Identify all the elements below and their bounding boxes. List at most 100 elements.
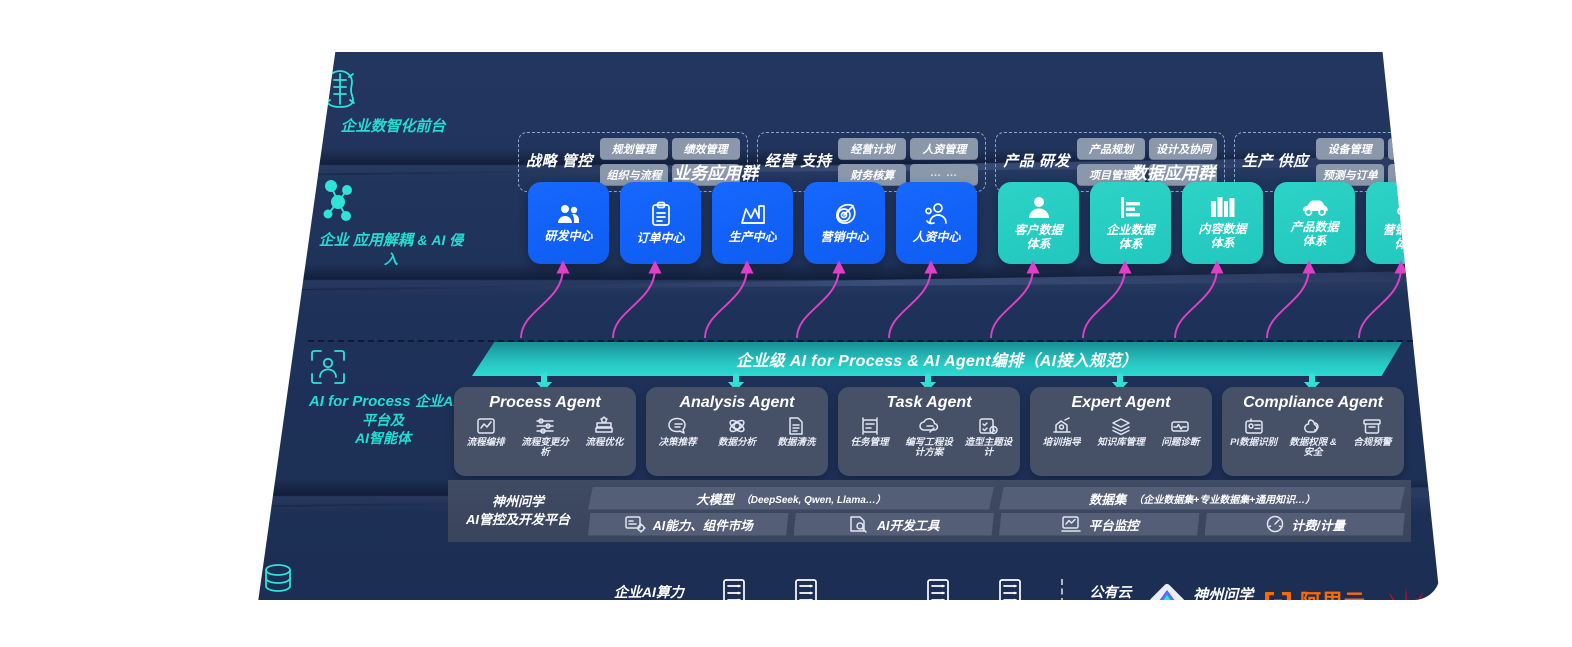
domain-cell[interactable]: 设计及协同 <box>1149 138 1218 160</box>
banner-text: 企业级 AI for Process & AI Agent编排（AI接入规范） <box>736 353 1138 370</box>
agent-feature[interactable]: 数据清洗 <box>769 416 824 448</box>
agent-name: Process Agent <box>489 394 601 411</box>
card-marketing-center[interactable]: 营销中心 <box>804 182 885 264</box>
training-icon <box>1051 416 1073 436</box>
agent-feature[interactable]: 决策推荐 <box>650 416 705 448</box>
speech-bubble-icon <box>667 416 689 436</box>
car-icon <box>1301 198 1329 216</box>
card-research-center[interactable]: 研发中心 <box>528 182 609 264</box>
agent-feature[interactable]: 造型主题设计 <box>961 416 1016 459</box>
card-enterprise-data[interactable]: 企业数据 体系 <box>1090 182 1171 264</box>
card-content-data[interactable]: 内容数据 体系 <box>1182 182 1263 264</box>
card-production-center[interactable]: 生产中心 <box>712 182 793 264</box>
shield-cloud-icon <box>1302 416 1324 436</box>
ai-orchestration-banner[interactable]: 企业级 AI for Process & AI Agent编排（AI接入规范） <box>472 342 1402 376</box>
agent-feature[interactable]: 编写工程设计方案 <box>901 416 956 459</box>
id-card-icon <box>1243 416 1265 436</box>
infra-public-cloud[interactable]: 公有云 算力 <box>1077 584 1145 600</box>
platform-top-row: 大模型 （DeepSeek, Qwen, Llama…） 数据集 （企业数据集+… <box>588 486 1405 510</box>
feature-label: 流程优化 <box>585 437 624 448</box>
domain-cell[interactable]: 经营计划 <box>838 138 907 160</box>
domain-cell[interactable]: 采购执行 <box>1387 138 1440 160</box>
agent-feature[interactable]: 流程变更分析 <box>517 416 572 459</box>
platform-dev-tool[interactable]: AI开发工具 <box>793 512 994 536</box>
vendor-huawei[interactable]: HUAWEI <box>1370 584 1440 600</box>
domain-cell[interactable]: 组织与流程 <box>599 164 668 186</box>
infra-enterprise-compute[interactable]: 企业AI算力 或AI一体机 <box>600 584 698 600</box>
factory-icon <box>740 202 766 226</box>
agent-feature[interactable]: 合规预警 <box>1345 416 1400 459</box>
smart-vision-logo <box>1148 582 1186 600</box>
feature-label: 任务管理 <box>850 437 889 448</box>
agent-card-task[interactable]: Task Agent 任务管理 编写工程设计方案 造型主题设计 <box>838 387 1020 476</box>
checklist-clock-icon <box>977 416 999 436</box>
domain-cell[interactable]: 预测与订单 <box>1315 164 1384 186</box>
infra-ai-appliance-1[interactable]: AI一体机 <box>902 578 974 600</box>
agent-card-process[interactable]: Process Agent 流程编排 流程变更分析 流程优化 <box>454 387 636 476</box>
vendor-label: 神州问学 <box>1193 586 1254 600</box>
card-label: 营销数据 体系 <box>1382 222 1431 251</box>
server-icon <box>996 578 1024 600</box>
feature-label: PI数据识别 <box>1230 437 1278 448</box>
platform-dataset-bar[interactable]: 数据集 （企业数据集+专业数据集+通用知识…） <box>999 486 1405 510</box>
platform-monitor[interactable]: 平台监控 <box>999 512 1200 536</box>
domain-cell-more[interactable]: … … <box>1149 164 1218 186</box>
rail-subtitle: & AI 侵入 <box>384 232 464 267</box>
domain-cell-more[interactable]: … … <box>671 164 740 186</box>
feature-label: 知识库管理 <box>1097 437 1145 448</box>
agent-card-analysis[interactable]: Analysis Agent 决策推荐 数据分析 数据清洗 <box>646 387 828 476</box>
domain-cell[interactable]: 规划管理 <box>599 138 668 160</box>
monitor-icon <box>1060 515 1082 533</box>
card-product-data[interactable]: 产品数据 体系 <box>1274 182 1355 264</box>
domain-group-operations[interactable]: 经营 支持 经营计划 人资管理 财务核算 … … <box>756 132 987 192</box>
platform-billing[interactable]: 计费/计量 <box>1204 512 1405 536</box>
infra-ai-appliance-2[interactable]: AI一体机 <box>974 578 1046 600</box>
agent-card-expert[interactable]: Expert Agent 培训指导 知识库管理 问题诊断 <box>1030 387 1212 476</box>
card-customer-data[interactable]: 客户数据 体系 <box>998 182 1079 264</box>
infra-data-center-1[interactable]: 数据中心 <box>698 578 770 600</box>
server-icon <box>720 578 748 600</box>
feature-label: 数据权限 & 安全 <box>1289 437 1337 459</box>
clipboard-icon <box>650 201 672 227</box>
domain-cell[interactable]: 产品规划 <box>1077 138 1146 160</box>
agent-feature[interactable]: 任务管理 <box>842 416 897 459</box>
platform-component-market[interactable]: AI能力、组件市场 <box>588 512 789 536</box>
infra-label: 企业AI算力 或AI一体机 <box>613 584 684 600</box>
card-hr-center[interactable]: 人资中心 <box>896 182 977 264</box>
person-scan-icon <box>308 347 458 387</box>
agent-feature[interactable]: 培训指导 <box>1034 416 1089 448</box>
agent-feature[interactable]: 数据权限 & 安全 <box>1285 416 1340 459</box>
agent-feature[interactable]: 数据分析 <box>709 416 764 448</box>
person-network-icon <box>924 202 950 226</box>
infra-divider <box>1047 579 1077 600</box>
domain-name: 生产 供应 <box>1242 152 1309 170</box>
domain-cell-more[interactable]: … … <box>910 164 979 186</box>
domain-cell[interactable]: 项目管理 <box>1077 164 1146 186</box>
dataset-title: 数据集 <box>1088 492 1127 507</box>
vertical-dashed-divider-icon <box>1060 579 1063 600</box>
domain-cell[interactable]: 设备管理 <box>1315 138 1384 160</box>
infra-data-center-2[interactable]: 数据中心 <box>770 578 842 600</box>
domain-cell[interactable]: 人资管理 <box>910 138 979 160</box>
agent-feature[interactable]: 问题诊断 <box>1153 416 1208 448</box>
platform-llm-bar[interactable]: 大模型 （DeepSeek, Qwen, Llama…） <box>588 486 994 510</box>
domain-group-strategy[interactable]: 战略 管控 规划管理 绩效管理 组织与流程 … … <box>518 132 748 192</box>
card-label: 人资中心 <box>912 229 961 244</box>
card-label: 营销中心 <box>820 229 869 244</box>
data-group-title: 数据应用群 <box>1130 164 1215 183</box>
card-order-center[interactable]: 订单中心 <box>620 182 701 264</box>
vendor-smart-vision[interactable]: 神州问学 Smart Vision <box>1144 582 1257 600</box>
domain-cell[interactable]: 绩效管理 <box>671 138 740 160</box>
card-marketing-data[interactable]: 营销数据 体系 <box>1366 182 1440 264</box>
agent-card-row: Process Agent 流程编排 流程变更分析 流程优化 <box>454 387 1404 476</box>
agent-feature[interactable]: 知识库管理 <box>1093 416 1148 448</box>
agent-feature[interactable]: 流程优化 <box>577 416 632 459</box>
alibaba-cloud-logo <box>1261 588 1295 600</box>
agent-card-compliance[interactable]: Compliance Agent PI数据识别 数据权限 & 安全 合规预警 <box>1222 387 1404 476</box>
agent-feature[interactable]: PI数据识别 <box>1226 416 1281 459</box>
domain-cell[interactable]: 财务核算 <box>838 164 907 186</box>
vendor-alibaba-cloud[interactable]: 阿里云 <box>1257 586 1370 600</box>
agent-feature[interactable]: 流程编排 <box>458 416 513 459</box>
business-application-cards: 研发中心 订单中心 生产中心 营销中心 <box>528 182 977 264</box>
